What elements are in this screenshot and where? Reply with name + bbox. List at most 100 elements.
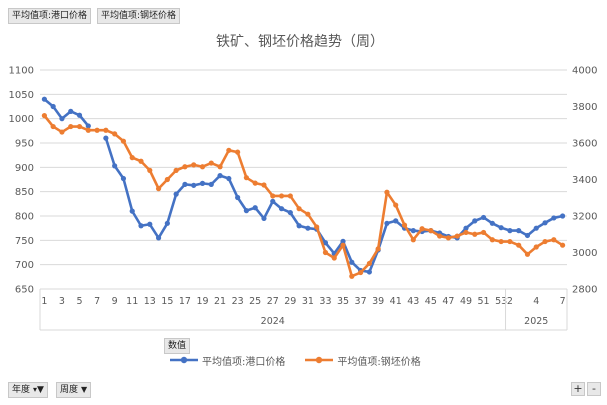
legend-label-port: 平均值项:港口价格 (202, 356, 286, 368)
data-point (173, 191, 179, 197)
x-tick-label: 41 (390, 296, 402, 307)
data-point (270, 198, 276, 204)
data-point (261, 215, 267, 222)
x-tick-label: 49 (460, 296, 472, 307)
left-tick-label: 850 (15, 187, 34, 198)
data-point (85, 127, 91, 133)
billet-price-field-button[interactable]: 平均值项:钢坯价格 (97, 8, 181, 24)
data-point (560, 213, 566, 219)
data-point (489, 220, 495, 226)
x-tick-label: 3 (59, 296, 65, 307)
x-tick-label: 4 (533, 296, 539, 307)
left-tick-label: 750 (15, 236, 34, 247)
data-point (243, 175, 250, 181)
x-tick-label: 1 (41, 296, 47, 307)
data-point (463, 225, 469, 231)
data-point (129, 208, 135, 214)
legend: 平均值项:港口价格 平均值项:钢坯价格 (170, 352, 421, 368)
data-point (182, 164, 188, 170)
x-tick-label: 19 (196, 296, 208, 307)
data-point (322, 240, 329, 246)
data-point (507, 238, 513, 245)
x-tick-label: 23 (232, 296, 244, 307)
data-point (296, 223, 302, 229)
legend-item-port: 平均值项:港口价格 (170, 353, 285, 368)
data-point (357, 269, 364, 276)
data-point (41, 113, 47, 119)
value-field-button[interactable]: 数值 (164, 338, 191, 354)
data-point (252, 180, 258, 186)
data-point (217, 164, 223, 170)
year-field-button[interactable]: 年度 ▾▼ (8, 382, 48, 398)
left-tick-label: 1050 (9, 90, 34, 101)
data-point (437, 233, 443, 239)
data-point (551, 237, 557, 243)
data-point (235, 149, 241, 155)
data-point (76, 123, 83, 130)
left-tick-label: 800 (15, 212, 34, 223)
data-point (155, 235, 162, 241)
x-tick-label: 27 (267, 296, 279, 307)
x-tick-label: 35 (337, 296, 349, 307)
data-point (94, 127, 100, 133)
x-tick-label: 13 (144, 296, 156, 307)
data-point (305, 211, 311, 217)
series-billet-price (41, 113, 566, 279)
chevron-down-icon: ▼ (81, 385, 88, 394)
data-point (252, 205, 258, 211)
data-point (340, 242, 346, 248)
data-point (349, 259, 355, 265)
data-point (410, 228, 416, 234)
data-point (270, 193, 276, 199)
data-point (410, 237, 416, 243)
data-point (182, 181, 188, 187)
year-label: 2024 (261, 316, 285, 327)
data-point (524, 232, 531, 239)
year-field-label: 年度 (12, 385, 31, 395)
x-tick-label: 7 (94, 296, 100, 307)
data-point (524, 251, 531, 257)
data-point (76, 112, 83, 118)
price-trend-chart: 铁矿、钢坯价格趋势（周） 650 700 750 800 850 900 950 1000 10… (9, 34, 597, 331)
x-tick-label: 43 (407, 296, 419, 307)
data-point (463, 229, 469, 236)
data-point (340, 238, 346, 244)
data-point (278, 206, 285, 212)
right-tick-label: 3000 (572, 248, 597, 259)
port-price-field-button[interactable]: 平均值项:港口价格 (8, 8, 92, 24)
data-point (138, 223, 144, 229)
week-field-button[interactable]: 周度 ▼ (56, 382, 92, 398)
x-tick-label: 45 (425, 296, 437, 307)
data-point (393, 202, 399, 208)
data-point (261, 182, 267, 188)
right-tick-label: 2800 (572, 285, 597, 296)
x-tick-label: 21 (214, 296, 226, 307)
gridlines (40, 69, 567, 290)
data-point (454, 233, 460, 239)
expand-field-button[interactable]: + (571, 382, 585, 396)
x-tick-label: 7 (560, 296, 566, 307)
data-point (208, 160, 214, 166)
data-point (516, 242, 522, 248)
left-tick-label: 700 (15, 260, 34, 271)
x-tick-label: 37 (355, 296, 367, 307)
collapse-field-button[interactable]: - (587, 382, 601, 396)
data-point (393, 218, 399, 224)
series-port-price (41, 96, 566, 275)
data-point (59, 129, 65, 135)
x-tick-label: 15 (161, 296, 173, 307)
data-point (41, 96, 47, 102)
x-tick-label: 39 (372, 296, 384, 307)
data-point (147, 221, 153, 227)
data-point (498, 238, 504, 245)
data-point (472, 231, 478, 237)
x-tick-label: 17 (179, 296, 191, 307)
right-tick-label: 3400 (572, 175, 597, 186)
x-tick-label: 5 (77, 296, 83, 307)
series (41, 96, 566, 279)
legend-marker-port (170, 356, 198, 364)
left-tick-label: 1000 (9, 114, 34, 125)
x-tick-label: 25 (249, 296, 261, 307)
x-tick-label: 9 (112, 296, 118, 307)
left-tick-label: 1100 (9, 66, 34, 77)
